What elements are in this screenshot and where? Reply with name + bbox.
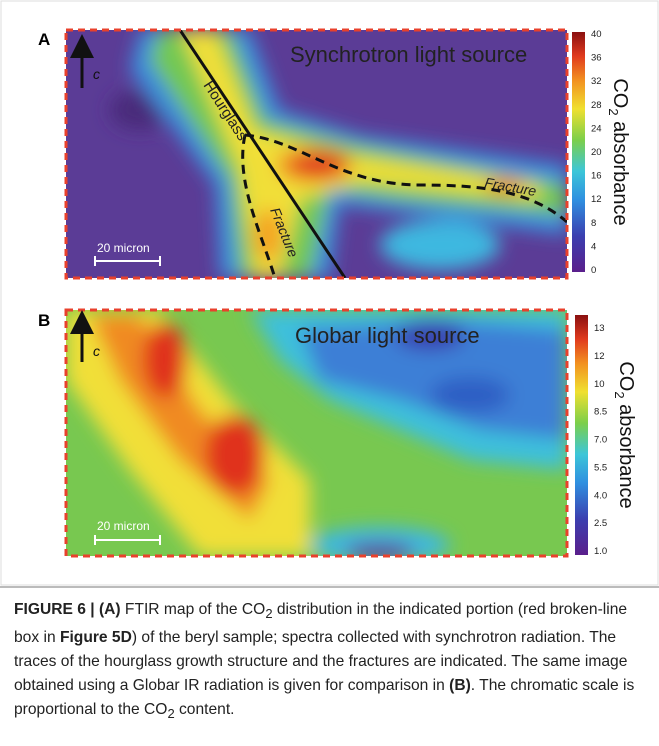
colorbar <box>572 32 585 272</box>
caption-text: ) of the beryl sample; spectra collected… <box>14 629 628 695</box>
caption-text: distribution in the indicated portion (r… <box>14 601 628 647</box>
axis-label: c <box>93 343 100 359</box>
heatmap-a <box>66 30 567 278</box>
colorbar-tick-label: 40 <box>591 29 602 40</box>
panel-title: Synchrotron light source <box>290 42 527 67</box>
colorbar-tick-label: 32 <box>591 76 602 87</box>
panel-label: A <box>38 30 50 49</box>
colorbar-label: CO2 absorbance <box>606 78 631 225</box>
caption-sub: 2 <box>265 606 273 622</box>
colorbar-tick-label: 10 <box>594 379 605 390</box>
colorbar-tick-label: 0 <box>591 265 596 276</box>
colorbar-tick-label: 28 <box>591 100 602 111</box>
caption-text: . The chromatic scale is proportional to… <box>14 677 635 719</box>
colorbar-tick-label: 8.5 <box>594 407 607 418</box>
caption-ref: Figure 5D <box>59 629 132 647</box>
colorbar-tick-label: 7.0 <box>594 435 607 446</box>
colorbar-tick-label: 4 <box>591 241 596 252</box>
colorbar <box>575 315 588 555</box>
colorbar-tick-label: 16 <box>591 171 602 182</box>
colorbar-tick-label: 4.0 <box>594 490 607 501</box>
scale-bar-label: 20 micron <box>97 519 150 533</box>
divider <box>0 586 659 588</box>
frame <box>0 0 659 586</box>
colorbar-label: CO2 absorbance <box>612 361 637 508</box>
panel-border <box>64 28 569 280</box>
panel-border <box>64 308 569 558</box>
scale-bar-label: 20 micron <box>97 241 150 255</box>
panel-label: B <box>38 311 50 330</box>
caption: FIGURE 6 | (A) FTIR map of the CO2 distr… <box>14 598 644 726</box>
axis-label: c <box>93 66 100 82</box>
colorbar-tick-label: 1.0 <box>594 546 607 557</box>
caption-ref: (B) <box>449 677 471 695</box>
colorbar-tick-label: 5.5 <box>594 462 607 473</box>
colorbar-tick-label: 36 <box>591 53 602 64</box>
colorbar-tick-label: 8 <box>591 218 596 229</box>
colorbar-tick-label: 24 <box>591 123 602 134</box>
panel-title: Globar light source <box>295 323 480 348</box>
caption-label: FIGURE 6 | (A) <box>14 601 121 618</box>
caption-text: FTIR map of the CO <box>120 601 266 618</box>
colorbar-tick-label: 2.5 <box>594 518 607 529</box>
caption-sub: 2 <box>167 706 175 722</box>
figure-panels: A Synchrotron light source Hourglass Fra… <box>0 0 659 586</box>
caption-text: content. <box>174 701 235 719</box>
colorbar-tick-label: 12 <box>591 194 602 205</box>
colorbar-tick-label: 13 <box>594 323 605 334</box>
colorbar-tick-label: 20 <box>591 147 602 158</box>
heatmap-b <box>66 310 567 556</box>
colorbar-tick-label: 12 <box>594 351 605 362</box>
